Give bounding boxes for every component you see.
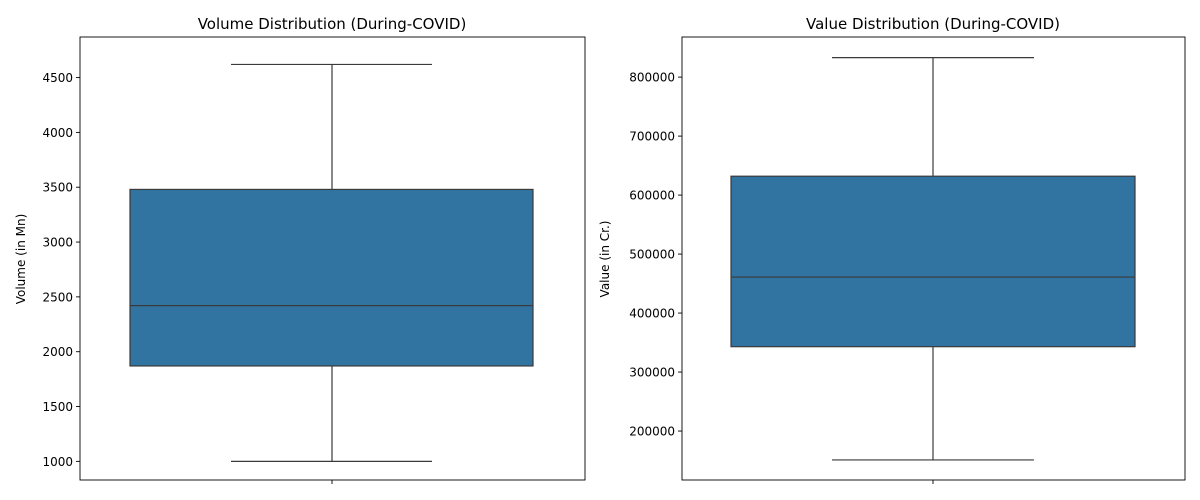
value-plot-area: 200000 300000 400000 500000 600000 700000 8000…	[629, 57, 1136, 484]
volume-plot-area: 1000 1500 2000 2500 3000 3500 4000 4500	[42, 63, 534, 484]
value-y-tick-label: 500000	[629, 248, 675, 262]
volume-y-tick-label: 3000	[42, 236, 73, 250]
value-boxplot-panel: Value Distribution (During-COVID) Value …	[598, 15, 1186, 484]
volume-y-tick-label: 3500	[42, 181, 73, 195]
volume-y-tick-label: 2500	[42, 290, 73, 304]
volume-y-tick-label: 4500	[42, 71, 73, 85]
value-iqr-box	[730, 175, 1136, 348]
volume-y-tick-label: 4000	[42, 126, 73, 140]
volume-y-tick-label: 2000	[42, 345, 73, 359]
value-y-tick-label: 700000	[629, 130, 675, 144]
value-y-tick-label: 200000	[629, 425, 675, 439]
value-chart-title: Value Distribution (During-COVID)	[806, 15, 1060, 33]
value-plot-frame	[681, 36, 1186, 481]
value-y-tick-label: 800000	[629, 71, 675, 85]
value-y-axis-label: Value (in Cr.)	[598, 221, 612, 298]
volume-y-tick-label: 1000	[42, 455, 73, 469]
volume-boxplot-panel: Volume Distribution (During-COVID) Volum…	[14, 15, 586, 484]
volume-y-tick-label: 1500	[42, 400, 73, 414]
value-y-tick-label: 300000	[629, 366, 675, 380]
volume-plot-frame	[79, 36, 586, 481]
volume-y-axis-label: Volume (in Mn)	[14, 214, 28, 305]
volume-chart-title: Volume Distribution (During-COVID)	[198, 15, 467, 33]
volume-iqr-box	[129, 188, 534, 367]
value-y-tick-label: 400000	[629, 307, 675, 321]
value-y-tick-label: 600000	[629, 189, 675, 203]
